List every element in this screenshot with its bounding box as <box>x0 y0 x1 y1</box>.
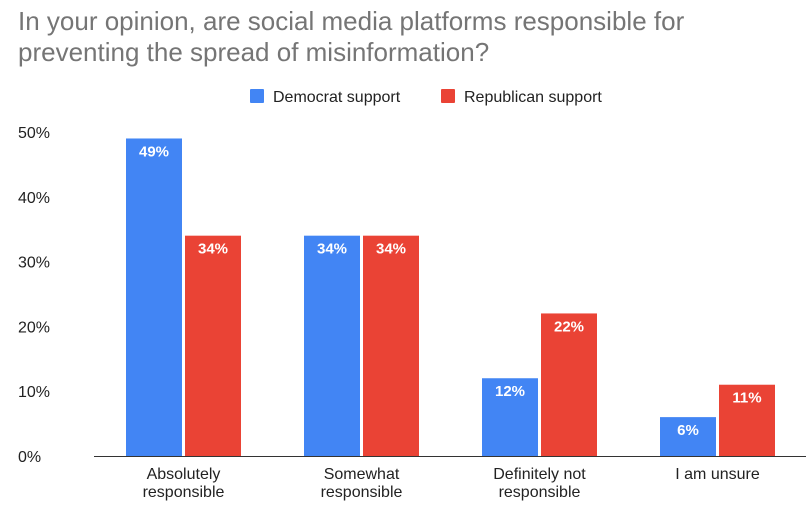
bar-value-label: 34% <box>198 241 228 258</box>
y-tick-label: 10% <box>18 384 50 401</box>
y-axis: 0% 10% 20% 30% 40% 50% <box>18 125 50 466</box>
bar <box>363 235 419 456</box>
legend-item: Democrat support <box>250 89 401 106</box>
bar-value-label: 12% <box>495 383 525 400</box>
bar-group: 12% 22% <box>482 313 597 456</box>
bar <box>719 384 775 456</box>
bar-value-label: 11% <box>732 390 761 407</box>
bar <box>126 138 182 457</box>
bar-value-label: 34% <box>376 241 406 258</box>
bar <box>304 235 360 456</box>
bar <box>541 313 597 456</box>
bar-value-label: 6% <box>677 422 699 439</box>
bar-group: 34% 34% <box>304 235 419 456</box>
bar <box>660 417 716 456</box>
x-category-label: Somewhat responsible <box>321 466 403 501</box>
legend-label: Republican support <box>464 89 602 106</box>
legend-swatch <box>441 89 455 103</box>
bar-value-label: 34% <box>317 241 347 258</box>
y-tick-label: 0% <box>18 449 41 466</box>
y-tick-label: 50% <box>18 125 50 142</box>
x-category-label: I am unsure <box>675 466 760 483</box>
bar-value-label: 22% <box>554 318 584 335</box>
x-category-label: Definitely not responsible <box>493 466 586 501</box>
legend-swatch <box>250 89 264 103</box>
bar <box>185 235 241 456</box>
x-category-label: Absolutely responsible <box>143 466 225 501</box>
bar <box>482 378 538 456</box>
x-axis: Absolutely responsible Somewhat responsible… <box>94 456 806 501</box>
bar-group: 49% 34% <box>126 138 241 457</box>
chart-title: In your opinion, are social media platfo… <box>18 6 798 68</box>
y-tick-label: 40% <box>18 190 50 207</box>
y-tick-label: 20% <box>18 319 50 336</box>
legend: Democrat support Republican support <box>250 89 602 106</box>
bar-value-label: 49% <box>139 143 169 160</box>
bars: 49% 34% 34% 34% 12% 22% 6% 11% <box>126 138 775 457</box>
bar-group: 6% 11% <box>660 384 775 456</box>
chart-title-line-2: preventing the spread of misinformation? <box>18 37 490 67</box>
legend-item: Republican support <box>441 89 602 106</box>
legend-label: Democrat support <box>273 89 401 106</box>
chart-title-line-1: In your opinion, are social media platfo… <box>18 6 685 36</box>
y-tick-label: 30% <box>18 255 50 272</box>
